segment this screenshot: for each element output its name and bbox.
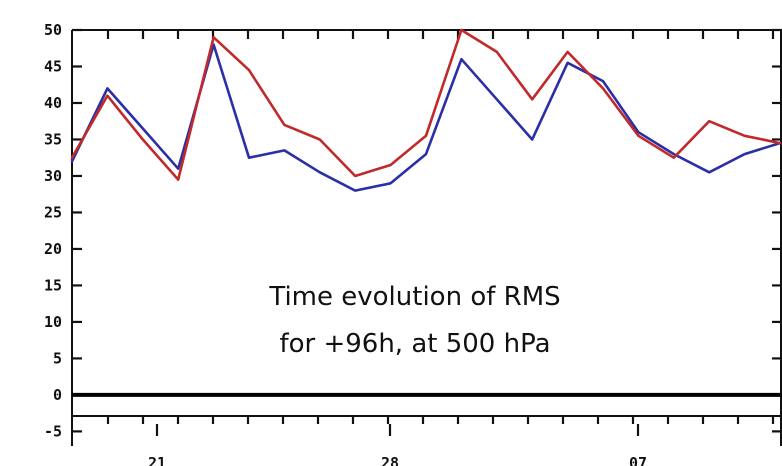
x-axis-ticks: 21 28 07 [106,30,775,466]
y-tick-label: 5 [53,349,62,367]
y-tick-label: 40 [44,94,62,112]
y-tick-label: -5 [44,422,62,440]
x-tick-label: 07 [629,454,647,466]
y-tick-label: 35 [44,130,62,148]
y-tick-label: 15 [44,276,62,294]
y-tick-label: 10 [44,313,62,331]
y-tick-label: 20 [44,240,62,258]
y-tick-label: 30 [44,167,62,185]
y-tick-label: 0 [53,386,62,404]
annotation-box: Time evolution of RMS for +96h, at 500 h… [268,282,560,359]
series-line-2 [70,28,782,181]
x-tick-label: 28 [381,454,399,466]
y-tick-label: 25 [44,203,62,221]
series-lines [70,28,782,192]
annotation-line-2: for +96h, at 500 hPa [279,329,550,359]
y-tick-label: 45 [44,57,62,75]
x-tick-label: 21 [148,454,166,466]
plot-frame [71,29,782,446]
series-line-1 [70,43,782,192]
annotation-line-1: Time evolution of RMS [268,282,560,312]
y-axis-ticks: -5 0 5 10 15 20 25 30 35 40 45 50 [44,21,782,440]
y-tick-label: 50 [44,21,62,39]
